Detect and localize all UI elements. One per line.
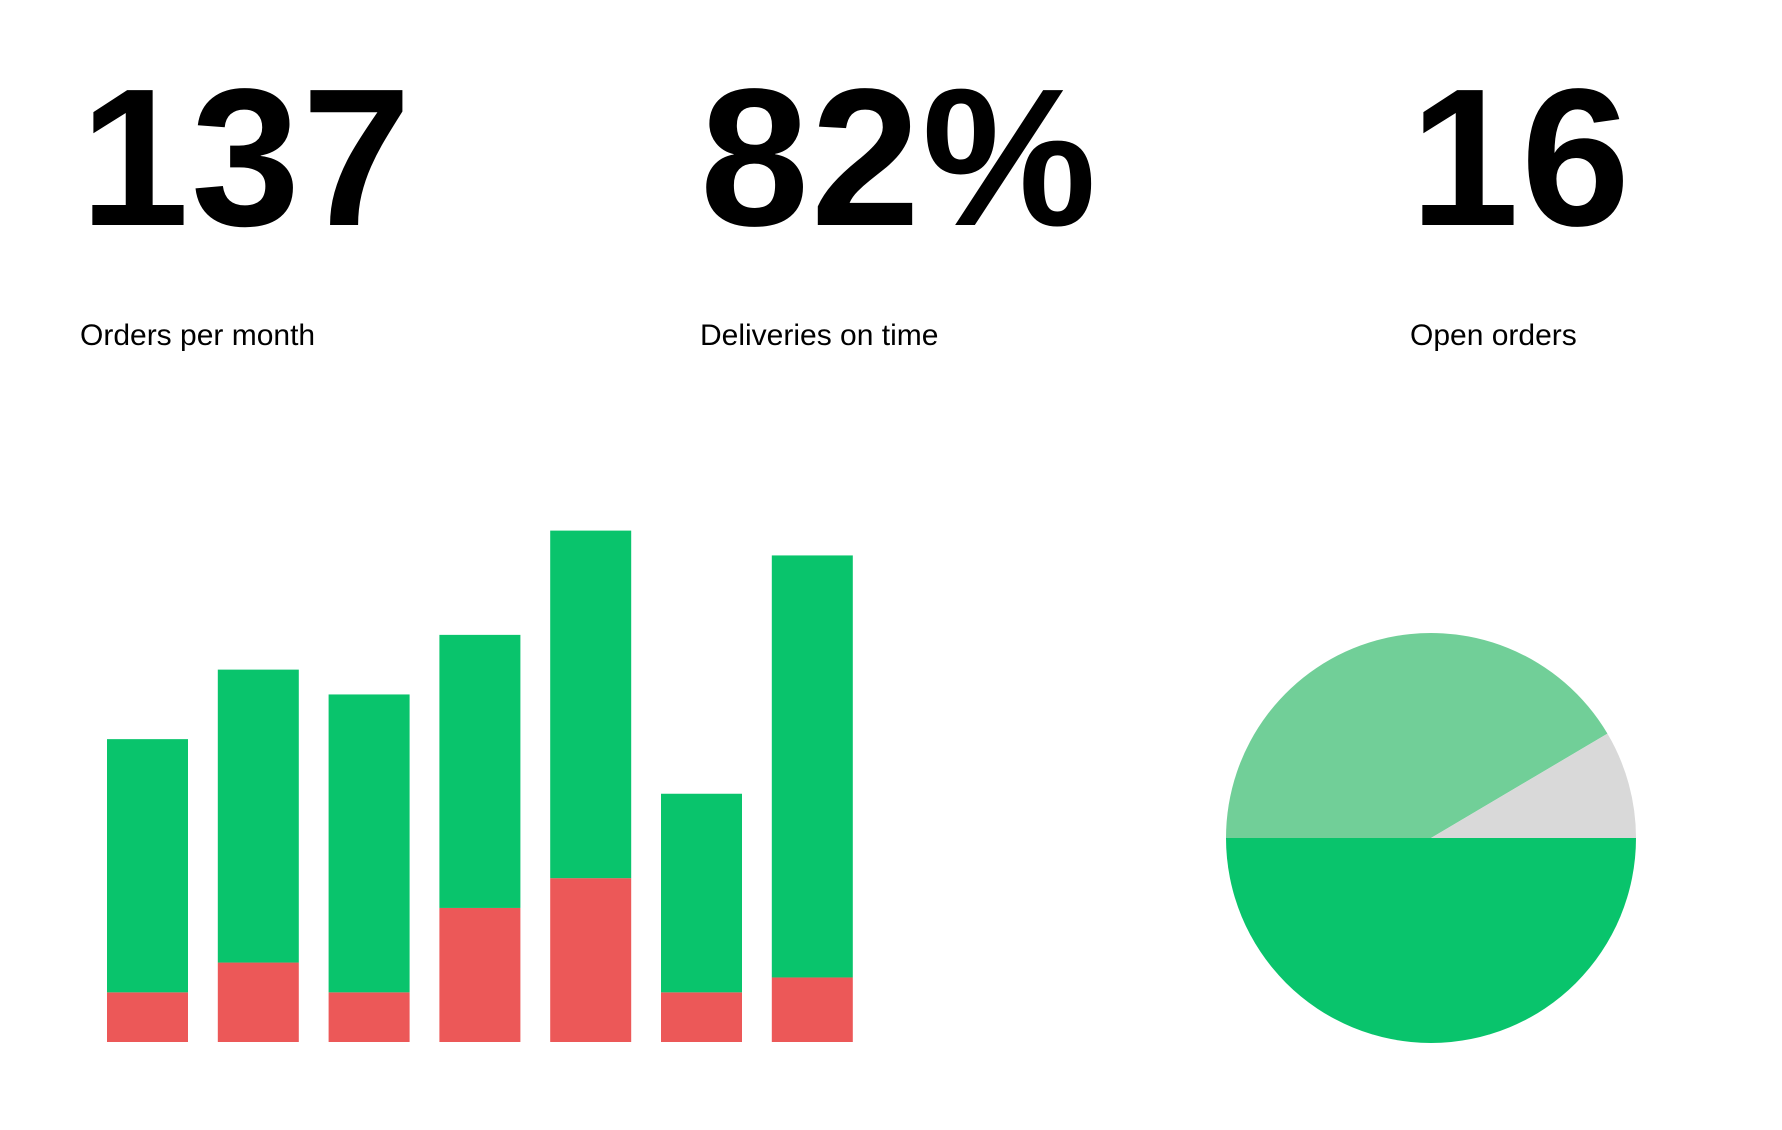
bar-6-segment-1: [661, 793, 742, 993]
bar-2-segment-1: [217, 669, 299, 963]
kpi-orders-label: Orders per month: [80, 319, 316, 352]
pie-slice-0: [1226, 838, 1636, 1043]
bar-5-segment-1: [550, 530, 632, 879]
kpi-open-orders-label: Open orders: [1410, 319, 1577, 352]
pie-slice-1: [1226, 632, 1608, 838]
bar-7-segment-0: [771, 977, 853, 1042]
bar-7-segment-1: [771, 555, 853, 978]
kpi-open-orders: 16 Open orders: [1410, 60, 1632, 354]
bar-4-segment-0: [439, 907, 521, 1042]
bar-1-segment-0: [107, 992, 188, 1042]
kpi-orders: 137 Orders per month: [80, 60, 413, 354]
kpi-deliveries-on-time: 82% Deliveries on time: [700, 60, 1098, 354]
bar-3-segment-0: [328, 992, 410, 1042]
pie-slice-2: [1431, 733, 1636, 838]
bar-5-segment-0: [550, 878, 632, 1042]
kpi-orders-value: 137: [80, 48, 414, 267]
bar-1-segment-1: [107, 739, 188, 993]
bar-4-segment-1: [439, 634, 521, 908]
kpi-open-orders-value: 16: [1410, 48, 1633, 267]
bar-2-segment-0: [217, 962, 299, 1042]
kpi-deliveries-on-time-label: Deliveries on time: [700, 319, 939, 352]
bar-3-segment-1: [328, 694, 410, 993]
bar-6-segment-0: [661, 992, 742, 1042]
kpi-deliveries-on-time-value: 82%: [700, 48, 1099, 267]
